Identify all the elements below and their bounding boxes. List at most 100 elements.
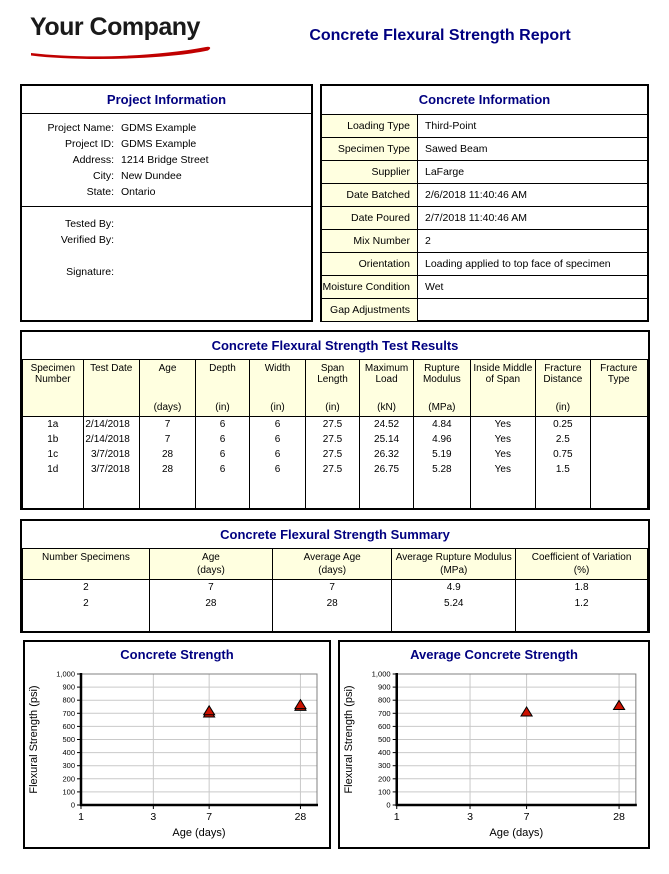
table-cell: 27.5	[305, 431, 360, 447]
table-cell: 28	[148, 595, 274, 612]
table-cell: 2.5	[535, 431, 591, 447]
table-cell: 6	[195, 431, 250, 447]
filler-cell	[248, 476, 307, 508]
column-unit: (kN)	[377, 402, 396, 413]
svg-text:3: 3	[150, 811, 156, 823]
table-cell: Yes	[469, 461, 537, 477]
info-label: Orientation	[322, 253, 418, 275]
table-cell: 0.25	[535, 416, 591, 432]
field-label: Project Name:	[47, 122, 114, 134]
filler-cell	[469, 476, 537, 508]
report-title: Concrete Flexural Strength Report	[309, 27, 571, 44]
info-value: Loading applied to top face of specimen	[425, 258, 611, 270]
column-name: Width	[264, 363, 291, 374]
svg-text:Flexural Strength (psi): Flexural Strength (psi)	[343, 685, 355, 793]
filler-cell	[22, 611, 150, 631]
table-cell: 0.75	[535, 446, 591, 462]
column-header: Width (in)	[248, 359, 307, 417]
column-header: Number Specimens	[22, 548, 150, 580]
svg-text:28: 28	[295, 811, 307, 823]
concrete-information-title: Concrete Information	[418, 92, 551, 107]
filler-cell	[82, 476, 140, 508]
info-row: Date Batched 2/6/2018 11:40:46 AM	[322, 183, 647, 206]
info-label: Loading Type	[322, 115, 418, 137]
test-results-header-row: Specimen Number Test Date Age (days) Depth (i…	[22, 359, 648, 417]
test-results-body: 1a 2/14/2018 7 6 6 27.5 24.52 4.84 Yes 0.25 1b 2/14…	[22, 416, 648, 508]
table-cell	[589, 446, 648, 462]
field: Address: 1214 Bridge Street	[22, 152, 311, 168]
company-logo: Your Company	[30, 13, 200, 41]
project-information-section: Project Information Project Name: GDMS Ex…	[20, 84, 313, 322]
column-header: Rupture Modulus (MPa)	[413, 359, 471, 417]
svg-text:700: 700	[62, 709, 75, 718]
column-unit: (in)	[325, 402, 340, 413]
column-unit: (in)	[555, 402, 571, 413]
table-cell: 1b	[22, 431, 84, 447]
concrete-info-rows: Loading Type Third-Point Specimen Type Sawe…	[322, 114, 647, 321]
table-cell: 6	[195, 461, 250, 477]
field-label: Tested By:	[64, 218, 114, 230]
field: Project ID: GDMS Example	[22, 136, 311, 152]
table-row: 1b 2/14/2018 7 6 6 27.5 25.14 4.96 Yes 2.5	[22, 431, 648, 447]
info-label: Supplier	[322, 161, 418, 183]
table-row: 2 28 28 5.24 1.2	[22, 595, 648, 612]
info-value: 2/7/2018 11:40:46 AM	[425, 212, 527, 224]
info-row: Loading Type Third-Point	[322, 114, 647, 137]
filler-cell	[391, 611, 517, 631]
test-results-table: Specimen Number Test Date Age (days) Depth (i…	[22, 359, 648, 508]
filler-cell	[413, 476, 471, 508]
test-results-title: Concrete Flexural Strength Test Results	[211, 338, 459, 353]
field-value: 1214 Bridge Street	[121, 154, 209, 166]
table-cell: Yes	[469, 416, 537, 432]
column-header: Fracture Distance (in)	[535, 359, 591, 417]
info-row: Gap Adjustments	[322, 298, 647, 321]
filler-cell	[515, 611, 648, 631]
svg-text:300: 300	[62, 761, 75, 770]
table-cell: 2/14/2018	[82, 416, 140, 432]
column-unit: (%)	[573, 565, 590, 576]
column-name: Average Rupture Modulus	[395, 552, 512, 563]
svg-text:600: 600	[378, 722, 391, 731]
table-cell: 24.52	[358, 416, 415, 432]
project-information-title: Project Information	[22, 86, 311, 114]
filler-cell	[305, 476, 360, 508]
table-cell: 1.2	[515, 595, 648, 612]
table-cell: 6	[195, 446, 250, 462]
column-header: Specimen Number	[22, 359, 84, 417]
table-cell: 25.14	[358, 431, 415, 447]
field-label: Address:	[72, 154, 114, 166]
svg-text:Age (days): Age (days)	[489, 827, 543, 839]
field-value: GDMS Example	[121, 138, 197, 150]
info-label: Specimen Type	[322, 138, 418, 160]
svg-text:Age (days): Age (days)	[172, 827, 225, 839]
table-cell: 7	[138, 431, 197, 447]
svg-text:3: 3	[467, 811, 473, 823]
table-cell: 27.5	[305, 416, 360, 432]
table-cell: 5.24	[391, 595, 517, 612]
info-value: 2/6/2018 11:40:46 AM	[425, 189, 527, 201]
column-header: Fracture Type	[589, 359, 648, 417]
summary-body: 2 7 7 4.9 1.8 2 28 28 5.24 1.2	[22, 579, 648, 631]
info-row: Mix Number 2	[322, 229, 647, 252]
column-header: Coefficient of Variation (%)	[515, 548, 648, 580]
column-name: Specimen Number	[30, 363, 76, 385]
test-results-section: Concrete Flexural Strength Test Results …	[20, 330, 650, 510]
info-value	[418, 299, 647, 321]
column-header: Average Rupture Modulus (MPa)	[391, 548, 517, 580]
table-filler-row	[22, 476, 648, 508]
column-name: Age	[202, 552, 220, 563]
table-cell: 1.8	[515, 579, 648, 596]
filler-cell	[22, 476, 84, 508]
filler-cell	[358, 476, 415, 508]
table-cell: 4.9	[391, 579, 517, 596]
table-cell: 7	[148, 579, 274, 596]
svg-text:200: 200	[378, 774, 391, 783]
table-cell	[589, 416, 648, 432]
table-cell: 5.19	[413, 446, 471, 462]
column-header: Inside Middle of Span	[469, 359, 537, 417]
table-cell: 6	[195, 416, 250, 432]
svg-text:0: 0	[386, 801, 390, 810]
chart-title: Average Concrete Strength	[410, 647, 578, 662]
column-header: Span Length (in)	[305, 359, 360, 417]
table-cell: 26.75	[358, 461, 415, 477]
